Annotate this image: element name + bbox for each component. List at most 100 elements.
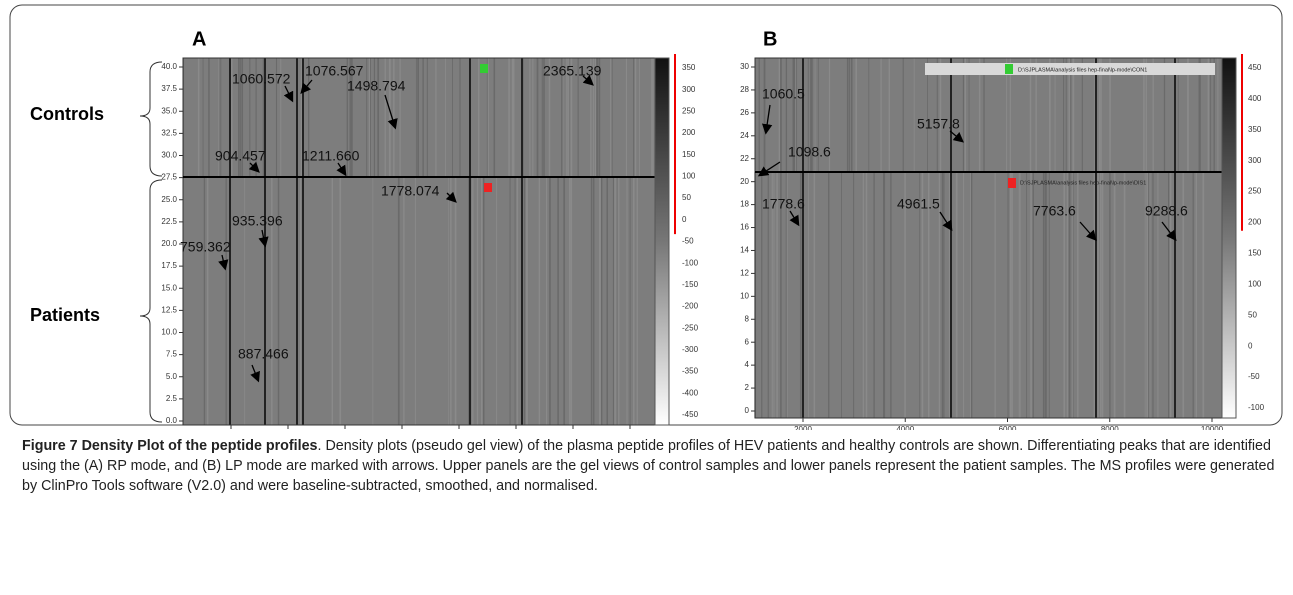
y-tick-label: 18 <box>740 200 749 209</box>
colorbar <box>654 57 670 426</box>
peak-label: 1778.074 <box>381 183 440 199</box>
peak-arrow <box>218 254 229 271</box>
colorbar-tick-label: -250 <box>682 323 699 332</box>
colorbar-tick-label: 100 <box>682 172 696 181</box>
peak-label: 1098.6 <box>788 144 831 160</box>
colorbar-tick-label: -100 <box>1248 403 1265 412</box>
peak-label: 1498.794 <box>347 78 406 94</box>
y-tick-label: 12 <box>740 269 749 278</box>
colorbar-tick-label: -100 <box>682 258 699 267</box>
peak-label: 887.466 <box>238 346 289 362</box>
colorbar-tick-label: 50 <box>682 193 691 202</box>
x-tick-label: 2000 <box>794 425 812 430</box>
peak-label: 1076.567 <box>305 63 364 79</box>
colorbar-tick-label: -300 <box>682 345 699 354</box>
y-tick-label: 37.5 <box>161 84 177 93</box>
file-path: D:\SJPLASMA\analysis files hep-final\lp-… <box>1020 180 1146 186</box>
peak-arrow <box>789 210 800 227</box>
y-tick-label: 24 <box>740 131 749 140</box>
y-tick-label: 20.0 <box>161 239 177 248</box>
colorbar-tick-label: 200 <box>1248 218 1262 227</box>
peak-arrow <box>283 85 294 103</box>
y-tick-label: 26 <box>740 108 749 117</box>
x-tick-label: 8000 <box>1101 425 1119 430</box>
peak-label: 1060.572 <box>232 71 291 87</box>
peak-label: 4961.5 <box>897 196 940 212</box>
y-tick-label: 12.5 <box>161 305 177 314</box>
colorbar-tick-label: 400 <box>1248 94 1262 103</box>
peak-label: 759.362 <box>180 239 231 255</box>
marker-square <box>484 183 492 192</box>
gel-background <box>755 58 1222 418</box>
colorbar-tick-label: 0 <box>682 215 687 224</box>
colorbar <box>1221 57 1237 419</box>
colorbar-tick-label: -200 <box>682 302 699 311</box>
colorbar-tick-label: 150 <box>682 150 696 159</box>
peak-arrow <box>582 74 594 86</box>
peak-arrow <box>300 79 313 94</box>
colorbar-tick-label: 100 <box>1248 279 1262 288</box>
y-tick-label: 40.0 <box>161 62 177 71</box>
peak-arrow <box>1079 221 1097 241</box>
y-tick-label: 2.5 <box>166 394 178 403</box>
peak-label: 1211.660 <box>302 148 360 164</box>
y-tick-label: 30.0 <box>161 151 177 160</box>
colorbar-tick-label: 300 <box>1248 156 1262 165</box>
peak-arrow <box>949 130 964 143</box>
gel-area: 350300250200150100500-50-100-150-200-250… <box>161 54 1265 430</box>
peak-arrow <box>939 211 953 232</box>
colorbar-tick-label: 300 <box>682 85 696 94</box>
peak-label: 935.396 <box>232 213 283 229</box>
colorbar-tick-label: 150 <box>1248 249 1262 258</box>
peak-label: 9288.6 <box>1145 203 1188 219</box>
peak-label: 1778.6 <box>762 196 805 212</box>
colorbar-tick-label: 250 <box>1248 187 1262 196</box>
y-tick-label: 6 <box>745 337 750 346</box>
y-tick-label: 10.0 <box>161 328 177 337</box>
caption-text: . Density plots (pseudo gel view) of the… <box>22 438 1275 494</box>
y-tick-label: 0.0 <box>166 416 178 425</box>
peak-arrow <box>336 162 347 177</box>
y-tick-label: 32.5 <box>161 128 177 137</box>
x-tick-label: 10000 <box>1201 425 1224 430</box>
figure: A B Controls Patients 350300250200150100… <box>9 4 1283 430</box>
y-tick-label: 17.5 <box>161 261 177 270</box>
colorbar-tick-label: 350 <box>682 63 696 72</box>
group-label: Patients <box>30 305 100 325</box>
y-tick-label: 0 <box>745 406 750 415</box>
y-tick-label: 27.5 <box>161 173 177 182</box>
y-tick-label: 15.0 <box>161 283 177 292</box>
y-tick-label: 20 <box>740 177 749 186</box>
path-banner <box>925 63 1215 75</box>
colorbar-tick-label: -450 <box>682 410 699 419</box>
panel-label: A <box>192 28 206 50</box>
colorbar-tick-label: -50 <box>1248 372 1260 381</box>
peak-arrow <box>258 229 269 248</box>
y-tick-label: 10 <box>740 291 749 300</box>
peak-arrow <box>1161 221 1177 242</box>
colorbar-tick-label: -350 <box>682 367 699 376</box>
peak-arrow <box>384 94 398 130</box>
peak-label: 1060.5 <box>762 86 805 102</box>
colorbar-tick-label: 200 <box>682 128 696 137</box>
y-tick-label: 35.0 <box>161 106 177 115</box>
y-tick-label: 30 <box>740 62 749 71</box>
colorbar-tick-label: 350 <box>1248 125 1262 134</box>
peak-arrow <box>445 191 457 203</box>
marker-square <box>480 64 488 73</box>
peak-arrow <box>248 161 260 173</box>
y-tick-label: 28 <box>740 85 749 94</box>
y-tick-label: 16 <box>740 223 749 232</box>
panel-label: B <box>763 28 777 50</box>
x-tick-label: 6000 <box>999 425 1017 430</box>
y-tick-label: 8 <box>745 314 750 323</box>
y-tick-label: 7.5 <box>166 350 178 359</box>
peak-arrow <box>250 364 260 383</box>
peak-label: 904.457 <box>215 148 266 164</box>
colorbar-tick-label: 50 <box>1248 310 1257 319</box>
y-tick-label: 14 <box>740 246 749 255</box>
peak-label: 7763.6 <box>1033 203 1076 219</box>
caption-title: Figure 7 Density Plot of the peptide pro… <box>22 438 318 454</box>
y-tick-label: 22.5 <box>161 217 177 226</box>
